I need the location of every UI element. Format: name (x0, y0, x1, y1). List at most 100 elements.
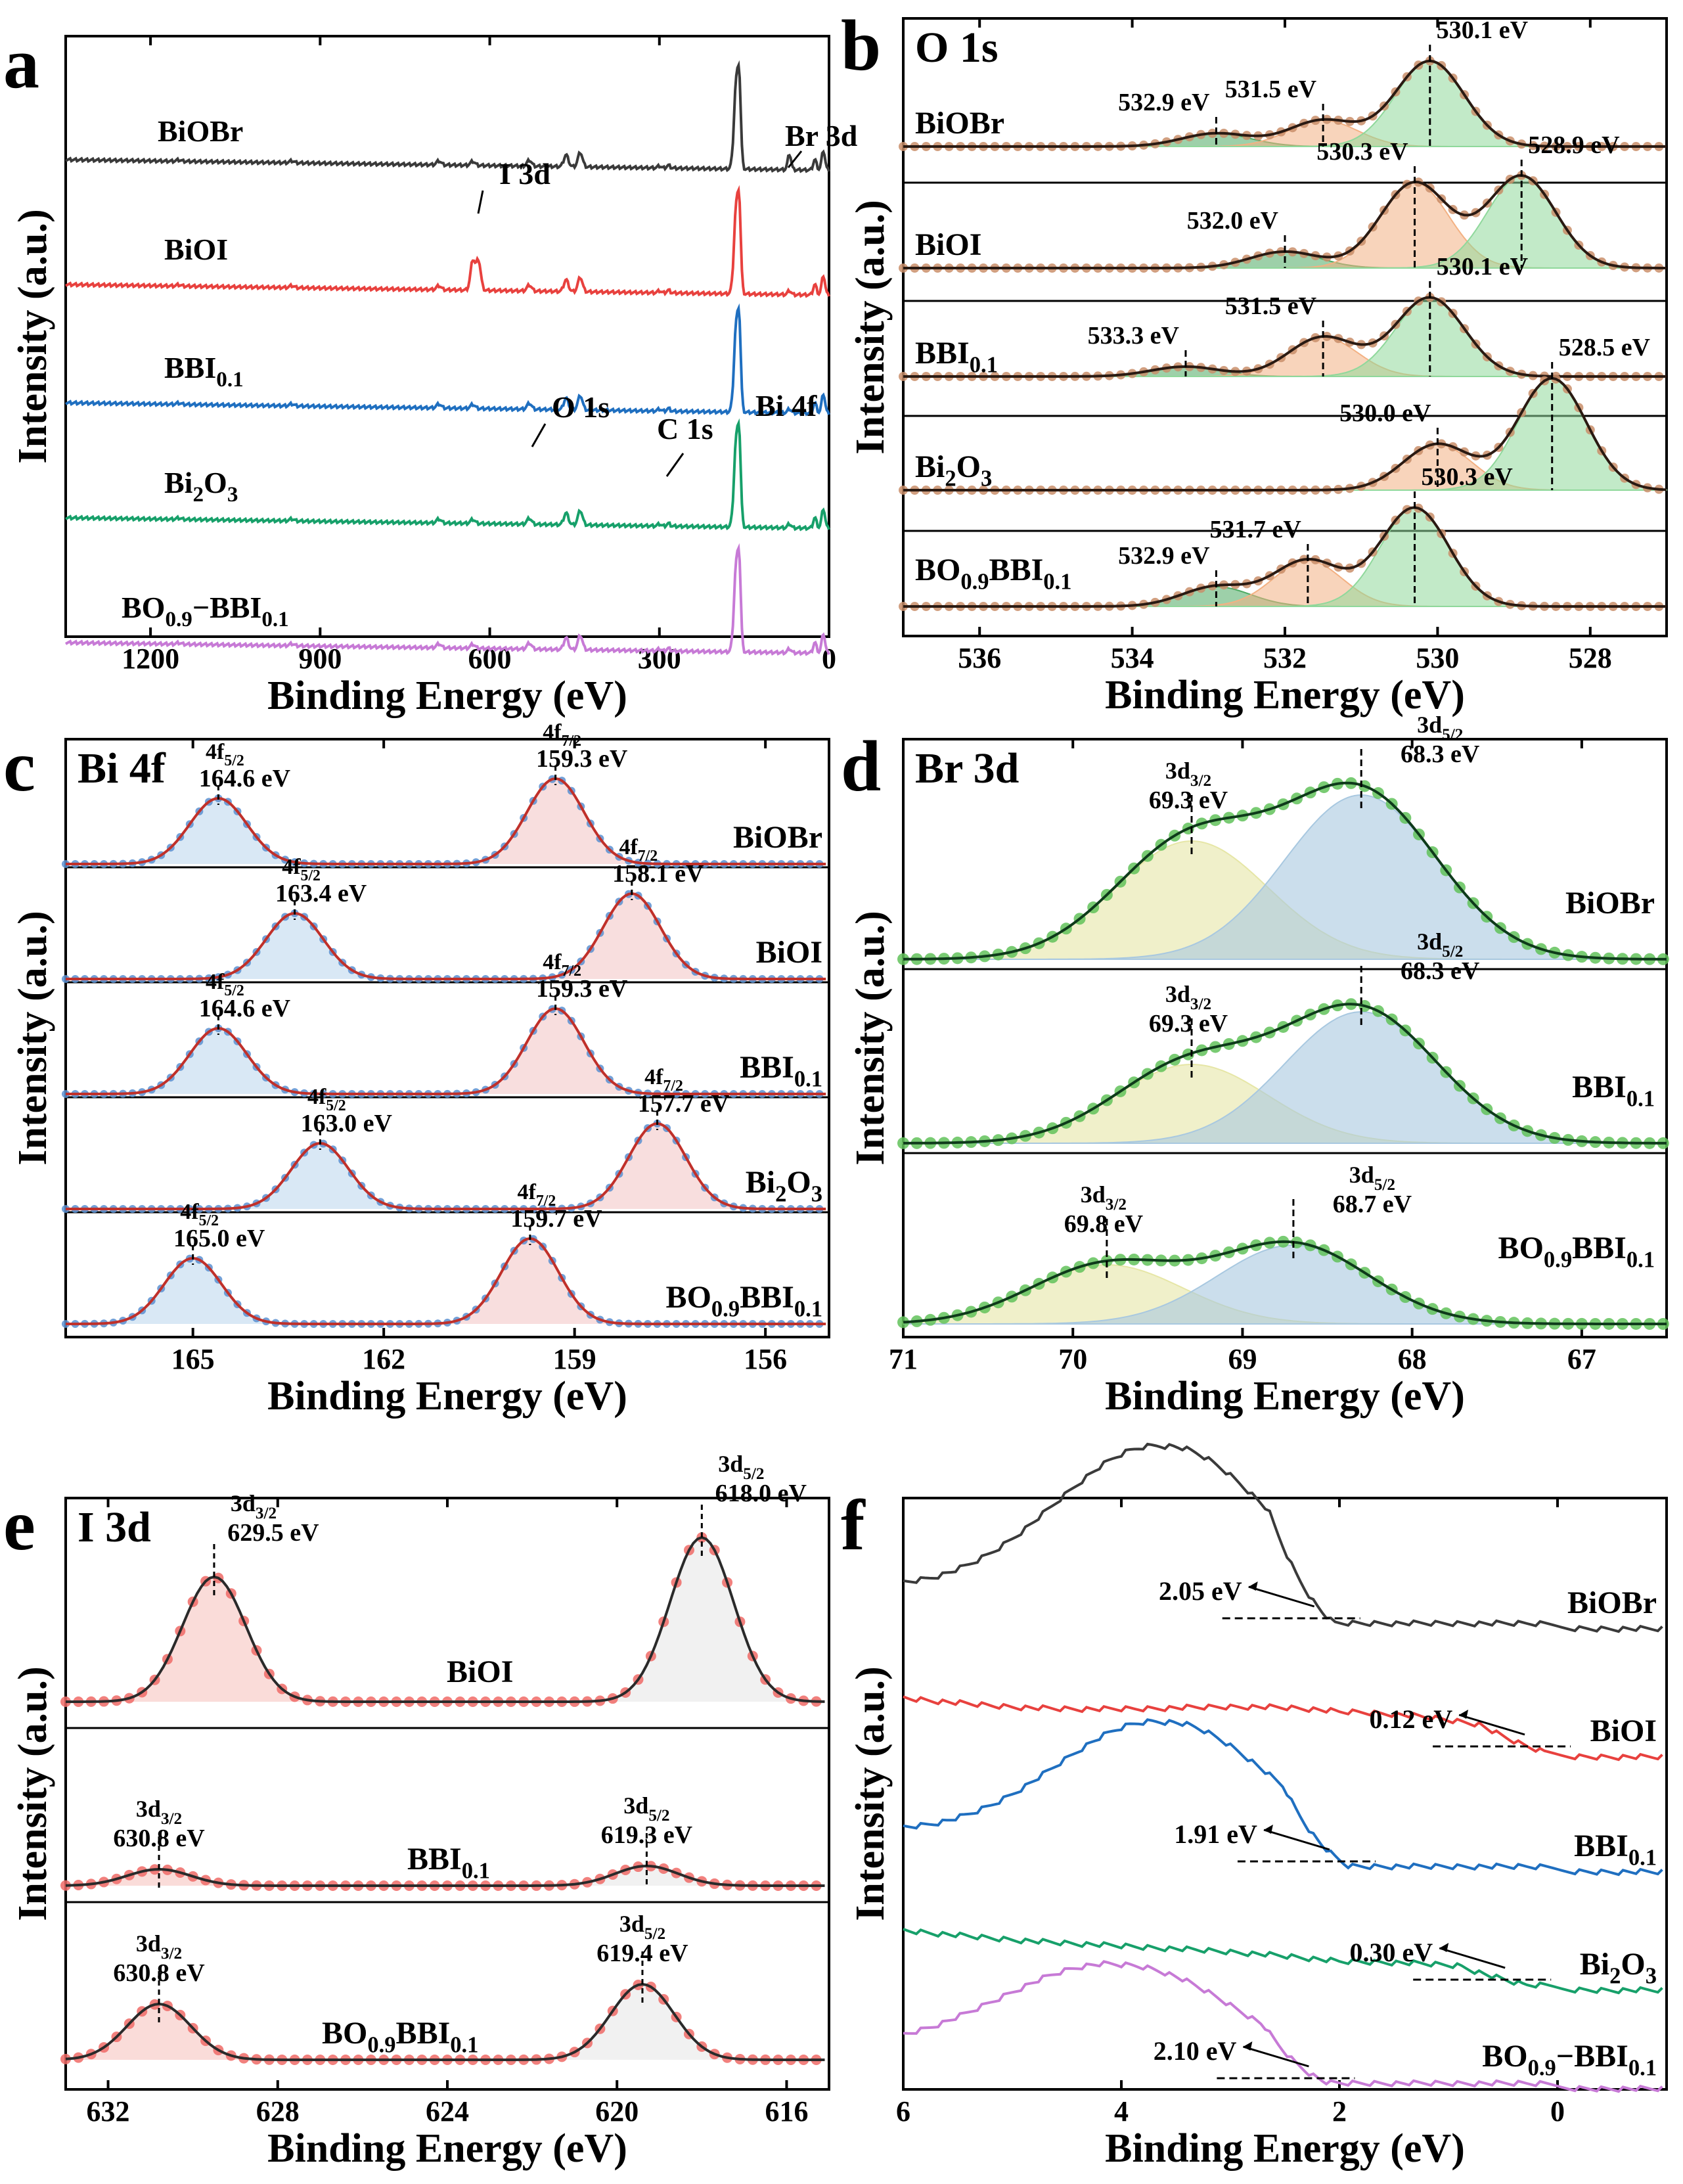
leader-line (1248, 1585, 1315, 1608)
peak-label: 530.3 eV (1422, 463, 1514, 491)
leader-line (1458, 1714, 1525, 1736)
fit-envelope (903, 506, 1667, 608)
x-tick-label: 528 (1569, 642, 1612, 674)
sample-label: BiOI (756, 935, 822, 970)
survey-line (64, 303, 830, 417)
orbital-label: 4f5/2 (206, 970, 244, 999)
peak-label: 68.3 eV (1401, 740, 1480, 768)
orbital-label: 4f5/2 (206, 740, 244, 769)
y-axis-title: Intensity (a.u.) (11, 1666, 55, 1921)
vb-line (903, 1718, 1663, 1877)
peak-label: 530.1 eV (1437, 16, 1529, 44)
orbital-label: 3d5/2 (1417, 928, 1463, 961)
orbital-label: 3d5/2 (623, 1792, 669, 1825)
plot-frame (902, 1497, 1668, 2091)
orbital-label: 3d5/2 (1417, 712, 1463, 744)
orbital-label: 4f7/2 (518, 1180, 556, 1210)
fit-envelope (903, 781, 1667, 961)
sample-label: Bi2O3 (746, 1165, 822, 1206)
annotation-line (665, 453, 684, 477)
peak-label: 165.0 eV (173, 1225, 265, 1252)
x-axis-title: Binding Energy (eV) (1105, 673, 1465, 717)
x-tick-label: 156 (744, 1343, 787, 1375)
sample-label: BiOBr (915, 106, 1004, 141)
x-tick-label: 534 (1111, 642, 1154, 674)
component-peak (66, 1537, 825, 1702)
x-tick-label: 67 (1567, 1343, 1596, 1375)
x-tick-label: 532 (1263, 642, 1307, 674)
fit-envelope (66, 1536, 825, 1703)
peak-label: 164.6 eV (199, 765, 291, 792)
sample-label: BO0.9BBI0.1 (1498, 1231, 1655, 1272)
component-peak (66, 2004, 825, 2060)
panel-c: 165 162 159 156 Binding Energy (eV) Intensity… (3, 720, 830, 1419)
component-peak (66, 1866, 825, 1886)
peak-label: 630.8 eV (113, 1825, 205, 1852)
x-tick-label: 0 (822, 643, 836, 675)
x-axis-title: Binding Energy (eV) (267, 673, 627, 718)
peak-label: 164.6 eV (199, 995, 291, 1022)
peak-annotation: C 1s (657, 412, 713, 445)
x-tick-label: 624 (426, 2095, 469, 2127)
sample-label: BBI0.1 (407, 1842, 490, 1883)
plot-frame (902, 17, 1668, 637)
peak-label: 532.9 eV (1118, 542, 1210, 570)
series-label: BiOBr (158, 114, 243, 148)
x-tick-label: 6 (896, 2095, 910, 2127)
orbital-label: 4f7/2 (543, 950, 581, 980)
component-peak (66, 1577, 825, 1702)
plot-frame (902, 738, 1668, 1338)
peak-label: 528.9 eV (1528, 131, 1620, 159)
data-point (60, 2053, 71, 2064)
panel-letter: d (841, 726, 881, 806)
survey-line (64, 543, 830, 656)
arrow-head (1439, 1943, 1449, 1952)
leader-line (1263, 1829, 1330, 1851)
sample-label: BO0.9BBI0.1 (915, 553, 1071, 594)
x-tick-label: 71 (889, 1343, 918, 1375)
peak-label: 69.3 eV (1149, 786, 1228, 814)
orbital-label: 4f7/2 (644, 1065, 683, 1095)
x-tick-label: 2 (1332, 2095, 1347, 2127)
element-label: O 1s (915, 24, 999, 72)
component-peak (66, 1984, 825, 2060)
orbital-label: 3d5/2 (718, 1451, 764, 1483)
component-peak (66, 1258, 826, 1324)
orbital-label: 3d3/2 (1081, 1181, 1127, 1214)
fit-envelope (903, 1003, 1667, 1145)
sample-label: BiOBr (1565, 886, 1655, 921)
component-peak (66, 1028, 826, 1094)
vbm-label: 0.30 eV (1350, 1938, 1433, 1967)
peak-label: 69.8 eV (1064, 1210, 1144, 1238)
orbital-label: 3d3/2 (231, 1490, 277, 1522)
x-tick-label: 616 (765, 2095, 808, 2127)
y-axis-title: Intensity (a.u.) (11, 209, 55, 464)
component-peak (66, 1869, 825, 1886)
peak-label: 531.7 eV (1210, 516, 1302, 543)
orbital-label: 3d3/2 (1165, 758, 1211, 790)
vb-line (903, 1442, 1663, 1633)
annotation-line (477, 190, 484, 214)
peak-label: 531.5 eV (1225, 76, 1317, 103)
x-axis-title: Binding Energy (eV) (267, 2126, 627, 2171)
x-tick-label: 68 (1398, 1343, 1427, 1375)
orbital-label: 4f7/2 (619, 835, 658, 865)
peak-label: 532.9 eV (1118, 89, 1210, 116)
fit-envelope (66, 777, 826, 865)
peak-label: 533.3 eV (1088, 322, 1180, 350)
orbital-label: 4f7/2 (543, 720, 581, 750)
sample-label: BO0.9−BBI0.1 (1482, 2039, 1657, 2080)
fit-envelope (66, 1007, 826, 1095)
series-label: Bi2O3 (164, 466, 238, 507)
panel-b: 536 534 532 530 528 Binding Energy (eV) Intens… (841, 5, 1668, 717)
x-tick-label: 162 (362, 1343, 405, 1375)
peak-label: 158.1 eV (612, 860, 704, 888)
y-axis-title: Intensity (a.u.) (848, 911, 893, 1166)
x-tick-label: 1200 (122, 643, 179, 675)
orbital-label: 3d3/2 (136, 1796, 182, 1828)
x-tick-label: 620 (595, 2095, 639, 2127)
peak-label: 619.3 eV (601, 1821, 693, 1849)
x-tick-label: 628 (256, 2095, 300, 2127)
